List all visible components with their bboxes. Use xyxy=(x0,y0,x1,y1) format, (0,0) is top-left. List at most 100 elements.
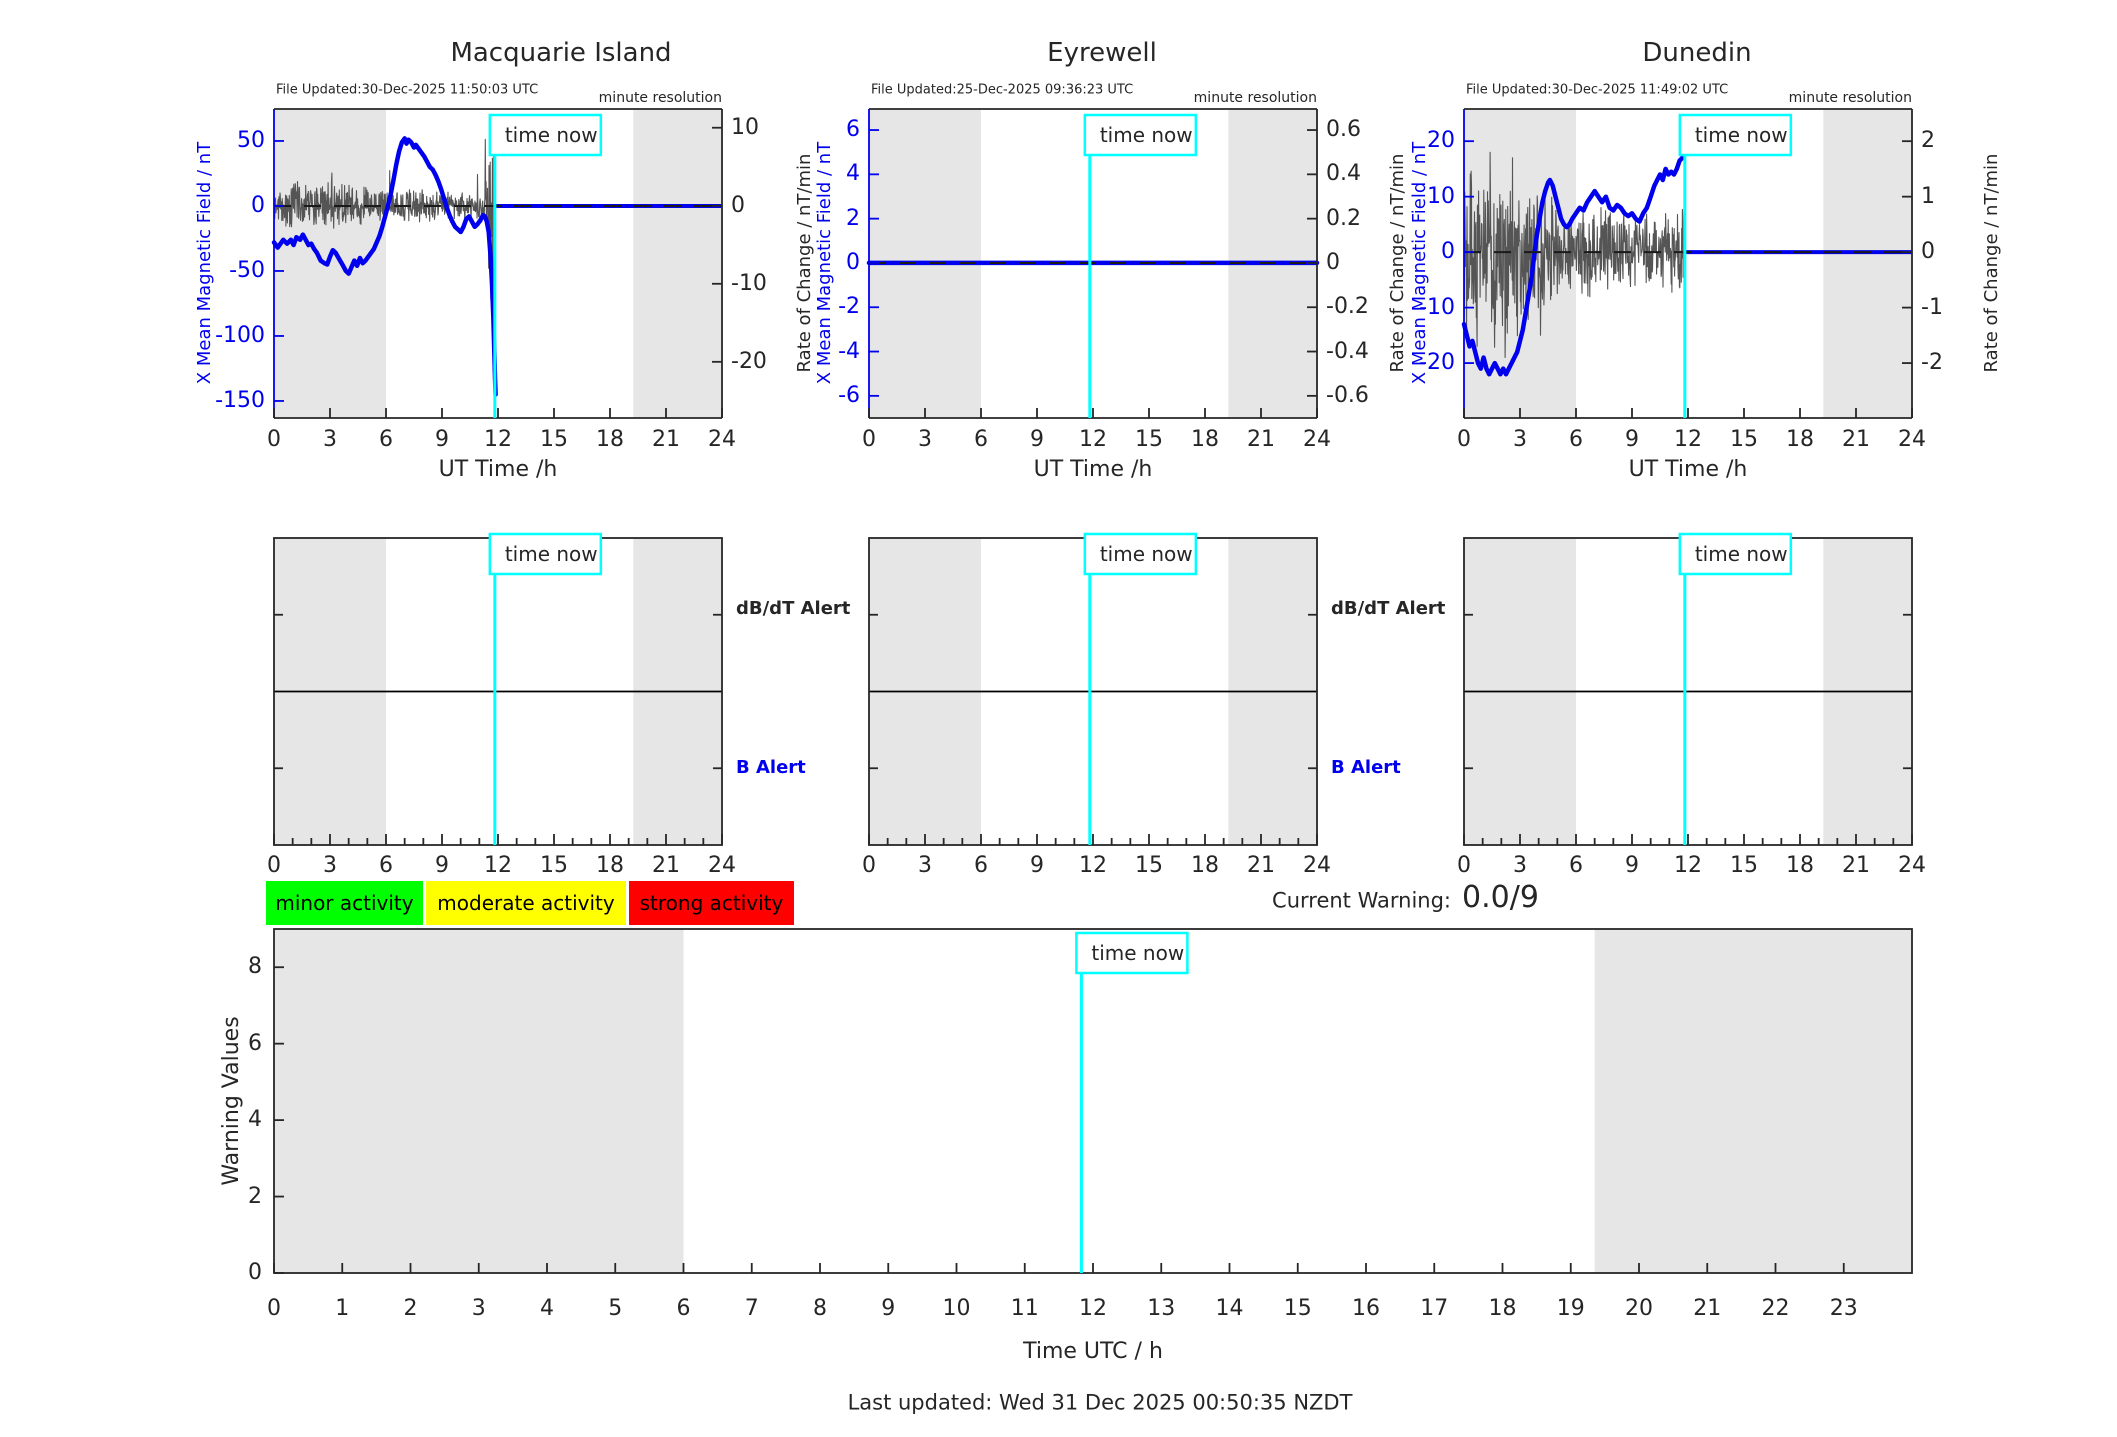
x-tick-label: 24 xyxy=(1303,427,1331,452)
left-y-tick-label: -2 xyxy=(838,294,860,320)
night-shading xyxy=(1823,109,1912,418)
resolution-note: minute resolution xyxy=(598,90,722,106)
right-y-tick-label: 0.4 xyxy=(1326,161,1361,187)
left-y-tick-label: 0 xyxy=(1441,239,1455,265)
b-alert-label: B Alert xyxy=(1331,757,1401,778)
x-tick-label: 7 xyxy=(744,1296,759,1321)
x-tick-label: 3 xyxy=(1513,853,1527,878)
x-tick-label: 0 xyxy=(267,1296,281,1321)
x-tick-label: 6 xyxy=(676,1296,691,1321)
file-updated-note: File Updated:25-Dec-2025 09:36:23 UTC xyxy=(871,82,1134,98)
x-tick-label: 9 xyxy=(1030,427,1044,452)
x-tick-label: 10 xyxy=(942,1296,971,1321)
right-y-tick-label: 0 xyxy=(731,192,745,218)
time-now-box xyxy=(1083,113,1198,157)
left-y-tick-label: -20 xyxy=(1419,350,1455,376)
x-tick-label: 3 xyxy=(323,853,337,878)
x-tick-label: 3 xyxy=(1513,427,1527,452)
night-shading xyxy=(274,109,386,418)
x-tick-label: 18 xyxy=(1786,427,1814,452)
x-tick-label: 6 xyxy=(1569,427,1583,452)
x-tick-label: 12 xyxy=(484,427,512,452)
rate-of-change-noise-curve xyxy=(273,123,496,347)
x-tick-label: 0 xyxy=(267,853,281,878)
file-updated-note: File Updated:30-Dec-2025 11:50:03 UTC xyxy=(276,82,539,98)
file-updated-note: File Updated:30-Dec-2025 11:49:02 UTC xyxy=(1466,82,1729,98)
x-tick-label: 15 xyxy=(1135,853,1163,878)
time-now-label: time now xyxy=(1091,941,1185,965)
x-tick-label: 0 xyxy=(267,427,281,452)
x-tick-label: 3 xyxy=(918,853,932,878)
x-tick-label: 21 xyxy=(652,853,680,878)
x-tick-label: 0 xyxy=(862,853,876,878)
ut-time-axis-label: UT Time /h xyxy=(1628,457,1748,482)
left-y-tick-label: 10 xyxy=(1427,183,1455,209)
x-tick-label: 1 xyxy=(335,1296,350,1321)
x-tick-label: 18 xyxy=(1191,427,1219,452)
left-axis-label: X Mean Magnetic Field / nT xyxy=(194,141,215,385)
x-tick-label: 15 xyxy=(1135,427,1163,452)
x-tick-label: 21 xyxy=(1247,853,1275,878)
left-axis-label: X Mean Magnetic Field / nT xyxy=(814,141,835,385)
resolution-note: minute resolution xyxy=(1788,90,1912,106)
x-tick-label: 3 xyxy=(471,1296,486,1321)
current-warning-label: Current Warning: xyxy=(1272,888,1451,913)
right-y-tick-label: -20 xyxy=(731,348,767,374)
resolution-note: minute resolution xyxy=(1193,90,1317,106)
x-tick-label: 6 xyxy=(1569,853,1583,878)
x-tick-label: 15 xyxy=(1730,853,1758,878)
station-title: Macquarie Island xyxy=(450,38,672,68)
left-y-tick-label: 2 xyxy=(846,205,860,231)
x-tick-label: 8 xyxy=(813,1296,827,1321)
legend-item-minor: minor activity xyxy=(266,881,423,925)
time-now-label: time now xyxy=(1099,123,1193,147)
x-tick-label: 18 xyxy=(1488,1296,1517,1321)
x-tick-label: 16 xyxy=(1352,1296,1380,1321)
right-y-tick-label: 0 xyxy=(1921,239,1935,265)
left-y-tick-label: -4 xyxy=(838,338,860,364)
y-tick-label: 6 xyxy=(248,1030,262,1056)
left-y-tick-label: 0 xyxy=(251,192,265,218)
left-y-tick-label: 20 xyxy=(1427,128,1455,154)
ut-time-axis-label: UT Time /h xyxy=(438,457,558,482)
right-y-tick-label: 1 xyxy=(1921,183,1935,209)
x-tick-label: 18 xyxy=(596,853,624,878)
x-tick-label: 6 xyxy=(379,427,393,452)
ut-time-axis-label: UT Time /h xyxy=(1033,457,1153,482)
time-now-box xyxy=(1678,532,1793,576)
left-y-tick-label: -10 xyxy=(1419,294,1455,320)
left-y-tick-label: -100 xyxy=(215,322,265,348)
x-tick-label: 12 xyxy=(1674,427,1702,452)
x-tick-label: 18 xyxy=(1191,853,1219,878)
station-title: Eyrewell xyxy=(1047,38,1157,68)
x-tick-label: 13 xyxy=(1147,1296,1176,1321)
left-y-tick-label: 6 xyxy=(846,117,860,143)
x-tick-label: 22 xyxy=(1761,1296,1790,1321)
x-tick-label: 21 xyxy=(1693,1296,1722,1321)
y-tick-label: 8 xyxy=(248,954,262,980)
x-tick-label: 6 xyxy=(379,853,393,878)
time-now-box xyxy=(1678,113,1793,157)
warning-values-axis-label: Warning Values xyxy=(219,1016,244,1186)
y-tick-label: 0 xyxy=(248,1260,262,1285)
x-tick-label: 0 xyxy=(1457,853,1471,878)
db-dt-alert-label: dB/dT Alert xyxy=(736,598,851,619)
x-tick-label: 11 xyxy=(1010,1296,1039,1321)
right-axis-label: Rate of Change / nT/min xyxy=(1981,153,2002,373)
y-tick-label: 2 xyxy=(248,1183,262,1209)
x-tick-label: 24 xyxy=(708,427,736,452)
time-now-box xyxy=(1075,931,1189,975)
right-y-tick-label: 10 xyxy=(731,114,759,140)
left-y-tick-label: -150 xyxy=(215,387,265,413)
legend-item-moderate: moderate activity xyxy=(426,881,626,925)
legend-item-strong: strong activity xyxy=(629,881,794,925)
right-axis-label: Rate of Change / nT/min xyxy=(1387,153,1408,373)
x-tick-label: 15 xyxy=(1730,427,1758,452)
left-y-tick-label: -50 xyxy=(229,257,265,283)
x-tick-label: 3 xyxy=(323,427,337,452)
x-tick-label: 24 xyxy=(1898,853,1926,878)
left-y-tick-label: 0 xyxy=(846,249,860,275)
time-now-label: time now xyxy=(1099,542,1193,566)
